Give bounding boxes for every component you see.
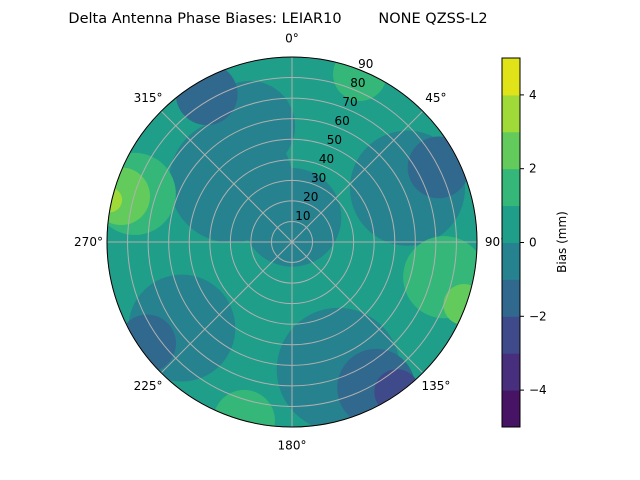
colorbar-tick-label: 4 [529,88,537,102]
angle-tick-label: 180° [278,439,307,453]
radial-tick-label: 20 [303,190,318,204]
angular-gridline [160,241,293,374]
angular-gridline [291,241,424,374]
colorbar-band [502,58,520,96]
angular-gridline [160,110,293,243]
angle-tick-label: 90° [485,235,506,249]
colorbar: −4 −2 0 2 4 [501,57,547,428]
radial-tick-label: 40 [319,152,334,166]
radial-tick-labels: 10 20 30 40 50 60 70 80 90 [295,57,373,223]
colorbar-band [502,131,520,170]
angle-tick-labels: 0° 45° 90° 135° 180° 225° 270° 315° [74,32,506,453]
radial-tick-label: 80 [350,76,365,90]
contour-region [175,63,238,126]
chart-title: Delta Antenna Phase Biases: LEIAR10 NONE… [68,11,487,27]
angle-tick-label: 315° [134,91,163,105]
colorbar-label: Bias (mm) [555,211,569,273]
contour-region [118,314,176,373]
colorbar-tick-label: −2 [529,309,547,323]
colorbar-tick-label: 2 [529,162,537,176]
angle-tick-label: 45° [425,91,446,105]
angle-tick-label: 0° [285,32,299,46]
colorbar-band [502,353,520,391]
colorbar-tick-label: 0 [529,236,537,250]
colorbar-band [502,205,520,243]
angle-tick-label: 135° [421,379,450,393]
colorbar-band [502,390,520,428]
radial-tick-label: 60 [335,114,350,128]
angle-tick-label: 225° [134,379,163,393]
colorbar-band [502,242,520,280]
radial-tick-label: 70 [342,95,357,109]
polar-frame [106,56,478,428]
polar-grid [106,56,478,428]
contour-region [333,57,387,102]
radial-tick-label: 90 [358,57,373,71]
colorbar-band [502,94,520,133]
colorbar-band [502,316,520,354]
contour-region [374,369,420,415]
radial-tick-label: 50 [327,133,342,147]
colorbar-band [502,279,520,317]
radial-tick-label: 10 [295,209,310,223]
colorbar-tick-label: −4 [529,383,547,397]
angular-gridline [291,110,424,243]
angle-tick-label: 270° [74,235,103,249]
colorbar-band [502,168,520,207]
radial-tick-label: 30 [311,171,326,185]
